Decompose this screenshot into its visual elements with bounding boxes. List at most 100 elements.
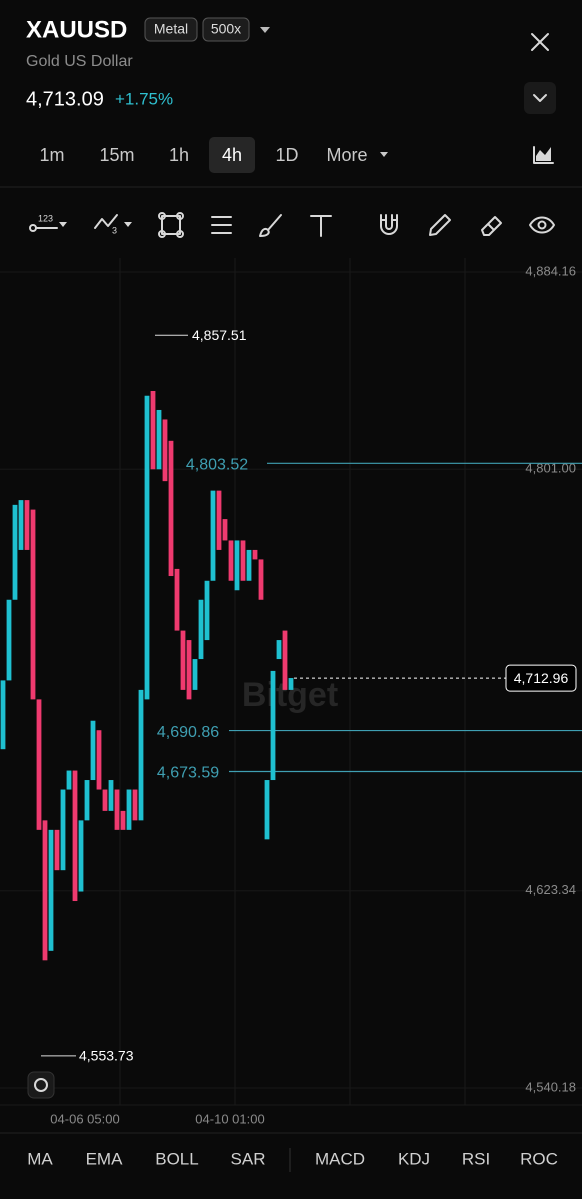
timeframe[interactable]: More [326, 145, 367, 165]
tool-shape[interactable] [158, 212, 184, 238]
tool-trend[interactable]: 3 [94, 214, 132, 235]
candle-body [114, 789, 120, 830]
tool-text[interactable] [310, 215, 332, 237]
candle-body [162, 419, 168, 482]
change: +1.75% [115, 89, 173, 108]
indicator[interactable]: MA [27, 1149, 53, 1168]
candle-body [216, 490, 222, 550]
timeframe[interactable]: 1D [275, 145, 298, 165]
tool-eraser[interactable] [481, 216, 502, 236]
y-tick-label: 4,623.34 [525, 882, 576, 897]
tool-price-line[interactable]: 123 [29, 213, 67, 232]
candle-body [24, 500, 30, 550]
candle-body [180, 630, 186, 690]
timeframe[interactable]: 1h [169, 145, 189, 165]
indicator[interactable]: EMA [86, 1149, 124, 1168]
icon [259, 214, 282, 237]
candle-body [72, 770, 78, 902]
indicator[interactable]: ROC [520, 1149, 558, 1168]
indicator[interactable]: KDJ [398, 1149, 430, 1168]
reset-button[interactable] [27, 1071, 55, 1099]
icon [380, 214, 398, 235]
tool-visibility[interactable] [529, 216, 555, 234]
candle-body [156, 409, 162, 470]
x-tick-label: 04-10 01:00 [195, 1111, 264, 1126]
candle-body [228, 540, 234, 581]
candle-body [12, 504, 18, 600]
timeframe[interactable]: 1m [39, 145, 64, 165]
candle-body [264, 780, 270, 840]
indicator[interactable]: MACD [315, 1149, 365, 1168]
candle-body [168, 440, 174, 577]
vertical-grid [119, 258, 466, 1105]
icon [59, 222, 67, 227]
tool-pencil[interactable] [429, 214, 451, 236]
indicator[interactable]: BOLL [155, 1149, 198, 1168]
candle-body [144, 395, 150, 700]
icon [176, 230, 184, 238]
candle-body [120, 810, 126, 830]
expand-icon [533, 94, 547, 102]
icon [158, 212, 166, 220]
level-label: 4,803.52 [186, 457, 248, 474]
candle-body [270, 670, 276, 781]
indicator[interactable]: SAR [231, 1149, 266, 1168]
close-button[interactable] [531, 33, 549, 51]
candle-body [276, 640, 282, 660]
icon [124, 222, 132, 227]
tag: 500x [211, 21, 241, 37]
candle-body [246, 549, 252, 581]
indicator[interactable]: RSI [462, 1149, 490, 1168]
y-tick-label: 4,540.18 [525, 1079, 576, 1094]
candle-body [108, 780, 114, 811]
tag-box [144, 17, 198, 42]
plot: 4,884.16 4,801.00 4,623.34 4,540.18 4,803.52… [0, 263, 582, 1094]
candle-body [96, 730, 102, 790]
candle-body [210, 490, 216, 581]
chart-icon [533, 146, 554, 164]
chart-type-button[interactable] [533, 146, 554, 164]
timeframe-active-bg [209, 137, 255, 173]
candle-body [198, 599, 204, 660]
y-tick-label: 4,884.16 [525, 263, 576, 278]
timeframe[interactable]: 4h [222, 145, 242, 165]
tool-brush[interactable] [259, 214, 282, 237]
icon [481, 216, 502, 236]
tag-box [202, 17, 250, 42]
icon [537, 220, 547, 230]
last-price-label: 4,712.96 [514, 670, 569, 686]
level-label: 4,673.59 [157, 765, 219, 782]
last-price-box [505, 664, 577, 692]
dropdown-caret [380, 152, 388, 157]
icon [529, 216, 555, 234]
tool-magnet[interactable] [380, 214, 398, 235]
tool-subscript: 123 [38, 213, 53, 223]
candle-body [36, 699, 42, 830]
candle-body [174, 568, 180, 631]
icon [211, 216, 232, 234]
candle-body [150, 390, 156, 470]
timeframe[interactable]: 15m [99, 145, 134, 165]
candle-body [234, 540, 240, 591]
expand-button[interactable] [524, 82, 556, 114]
candle-body [138, 689, 144, 821]
candle-body [0, 680, 6, 750]
level-label: 4,690.86 [157, 724, 219, 741]
symbol-dropdown[interactable] [260, 27, 270, 33]
x-tick-label: 04-06 05:00 [50, 1111, 119, 1126]
candle-body [126, 789, 132, 830]
symbol: XAUUSD [26, 16, 127, 43]
icon [161, 215, 181, 235]
candle-body [30, 509, 36, 700]
candle-body [132, 789, 138, 821]
candle-body [60, 789, 66, 871]
tool-fib[interactable] [211, 216, 232, 234]
y-tick-label: 4,801.00 [525, 461, 576, 476]
candle-body [186, 640, 192, 700]
candle-body [42, 820, 48, 961]
icon [34, 1078, 48, 1092]
candle-body [252, 549, 258, 560]
